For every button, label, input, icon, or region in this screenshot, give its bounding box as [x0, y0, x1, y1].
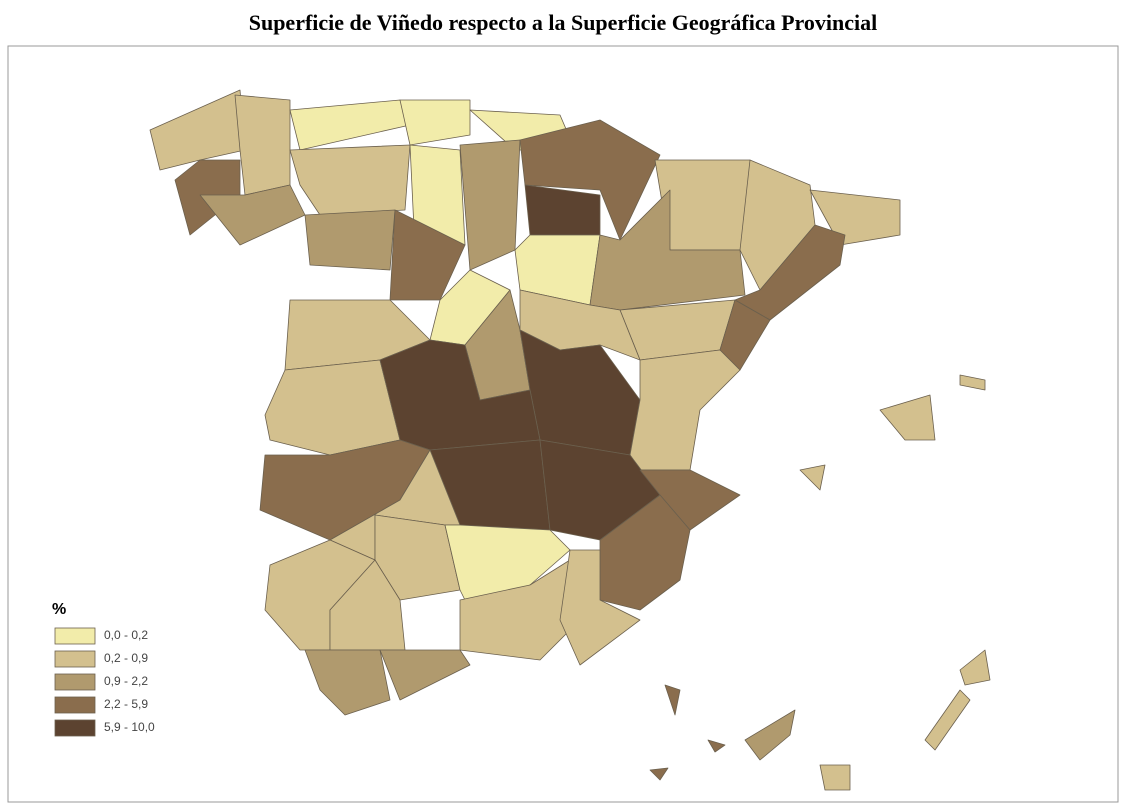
province [707, 739, 726, 753]
province [799, 464, 826, 491]
legend-label: 5,9 - 10,0 [104, 720, 155, 734]
province [199, 184, 306, 246]
legend-title: % [52, 601, 66, 618]
legend-label: 0,9 - 2,2 [104, 674, 148, 688]
province [149, 89, 246, 171]
legend-label: 0,0 - 0,2 [104, 628, 148, 642]
province [289, 144, 411, 216]
legend-swatch [54, 650, 96, 668]
province [744, 709, 796, 761]
province [664, 684, 681, 716]
province [879, 394, 936, 441]
legend-label: 2,2 - 5,9 [104, 697, 148, 711]
provinces [149, 89, 991, 791]
province [924, 689, 971, 751]
province [374, 514, 461, 601]
province [379, 649, 471, 701]
province [304, 649, 391, 716]
legend-swatch [54, 696, 96, 714]
province [639, 469, 741, 531]
legend-label: 0,2 - 0,9 [104, 651, 148, 665]
province [234, 94, 291, 196]
province [959, 374, 986, 391]
legend-swatch [54, 719, 96, 737]
province [649, 767, 669, 781]
province [559, 549, 641, 666]
map-title: Superficie de Viñedo respecto a la Super… [249, 10, 878, 35]
province [399, 99, 471, 146]
province [304, 209, 396, 271]
province [819, 764, 851, 791]
province [589, 189, 746, 311]
province [264, 359, 401, 456]
province [629, 349, 741, 471]
province [329, 559, 406, 651]
legend-swatch [54, 627, 96, 645]
province [459, 139, 521, 271]
province [959, 649, 991, 686]
province [524, 184, 601, 236]
legend-swatch [54, 673, 96, 691]
frame [7, 45, 1119, 803]
province [289, 99, 411, 151]
